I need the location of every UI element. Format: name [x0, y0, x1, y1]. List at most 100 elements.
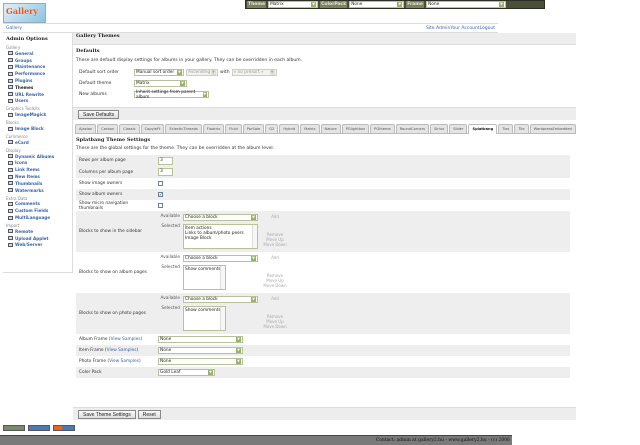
presort-select[interactable]: « no presort » ▼ — [231, 69, 277, 76]
sort-direction-select[interactable]: Ascending ▼ — [186, 69, 218, 76]
album-list-scrollbar[interactable] — [220, 266, 225, 289]
album-up-button[interactable]: Move Up — [266, 278, 284, 283]
validation-badge[interactable] — [3, 425, 25, 431]
tab-g2[interactable]: G2 — [265, 124, 279, 133]
translation-badge[interactable] — [28, 425, 50, 431]
list-item[interactable]: Show comments — [185, 308, 221, 313]
tab-ajaxian[interactable]: Ajaxian — [75, 124, 97, 133]
columns-input[interactable]: 3 — [158, 168, 173, 176]
sidebar-add-button[interactable]: Add — [271, 214, 279, 219]
sidebar-item-watermarks[interactable]: Watermarks — [6, 187, 69, 194]
tab-matrix[interactable]: Matrix — [300, 124, 320, 133]
sort-order-select[interactable]: Manual sort order ▼ — [134, 69, 184, 76]
tab-floatrix[interactable]: Floatrix — [202, 124, 225, 133]
album-frame-select[interactable]: None ▼ — [158, 336, 243, 343]
default-theme-select[interactable]: Matrix ▼ — [134, 80, 187, 87]
tab-roundcorners[interactable]: RoundCorners — [395, 124, 430, 133]
sidebar-list-scrollbar[interactable] — [252, 225, 257, 248]
sidebar-item-custom-fields[interactable]: Custom Fields — [6, 207, 69, 214]
save-defaults-button[interactable]: Save Defaults — [78, 109, 120, 119]
sidebar-item-maintenance[interactable]: Maintenance — [6, 64, 69, 71]
save-theme-settings-button[interactable]: Save Theme Settings — [78, 409, 136, 419]
tab-carbon[interactable]: Carbon — [97, 124, 119, 133]
sidebar-item-dynamic-albums[interactable]: Dynamic Albums — [6, 153, 69, 160]
item-frame-select[interactable]: None ▼ — [158, 347, 243, 354]
sidebar-item-plugins[interactable]: Plugins — [6, 77, 69, 84]
tab-hybrid[interactable]: Hybrid — [279, 124, 300, 133]
photo-add-button[interactable]: Add — [271, 296, 279, 301]
list-item[interactable]: Item actions — [185, 226, 212, 231]
sidebar-item-ecard[interactable]: eCard — [6, 139, 69, 146]
sidebar-item-performance[interactable]: Performance — [6, 70, 69, 77]
sidebar-item-thumbnails[interactable]: Thumbnails — [6, 180, 69, 187]
album-frame-samples-link[interactable]: View Samples — [110, 337, 141, 342]
sidebar-item-image-block[interactable]: Image Block — [6, 125, 69, 132]
tab-nature[interactable]: Nature — [320, 124, 341, 133]
photo-frame-samples-link[interactable]: View Samples — [109, 359, 139, 364]
photo-selected-list[interactable]: Show comments — [183, 306, 226, 331]
photo-up-button[interactable]: Move Up — [266, 319, 284, 324]
sidebar-item-users[interactable]: Users — [6, 98, 69, 105]
album-owners-checkbox[interactable]: ✔ — [158, 192, 163, 197]
list-item[interactable]: Links to album/photo peers — [185, 231, 244, 236]
tab-wordpressembedded[interactable]: WordpressEmbedded — [529, 124, 576, 133]
new-albums-select[interactable]: Inherit settings from parent album ▼ — [134, 90, 209, 100]
tab-tias[interactable]: Tias — [498, 124, 514, 133]
frame-select[interactable]: None ▼ — [426, 1, 506, 8]
site-admin-link[interactable]: Site Admin — [425, 25, 451, 31]
list-item[interactable]: Show comments — [185, 267, 221, 272]
sidebar-item-remote[interactable]: Remote — [6, 228, 69, 235]
photo-list-scrollbar[interactable] — [220, 307, 225, 330]
tab-siriux[interactable]: Siriux — [430, 124, 449, 133]
tab-slider[interactable]: Slider — [449, 124, 468, 133]
colorpack-setting-select[interactable]: Gold Leaf ▼ — [158, 369, 215, 376]
tab-pglightbox[interactable]: PGlightbox — [341, 124, 370, 133]
sidebar-item-multilanguage[interactable]: MultiLanguage — [6, 214, 69, 221]
tab-copyleft[interactable]: CopyleFt — [140, 124, 165, 133]
gallery-help-badge[interactable] — [53, 425, 75, 431]
theme-select[interactable]: Matrix ▼ — [268, 1, 319, 8]
photo-down-button[interactable]: Move Down — [263, 324, 287, 329]
reset-button[interactable]: Reset — [137, 409, 161, 419]
sidebar-item-themes[interactable]: Themes — [6, 84, 69, 91]
sidebar-item-icons[interactable]: Icons — [6, 160, 69, 167]
sidebar-item-imagemagick[interactable]: ImageMagick — [6, 111, 69, 118]
tab-classic[interactable]: Classic — [119, 124, 140, 133]
tab-fluid[interactable]: Fluid — [225, 124, 242, 133]
tab-pgtheme[interactable]: PGtheme — [370, 124, 395, 133]
sidebar-item-new-items[interactable]: New Items — [6, 173, 69, 180]
sidebar-available-select[interactable]: Choose a block ▼ — [183, 214, 258, 221]
sidebar-selected-list[interactable]: Item actions Links to album/photo peers Im… — [183, 224, 258, 249]
sidebar-down-button[interactable]: Move Down — [263, 242, 287, 247]
album-available-select[interactable]: Choose a block ▼ — [183, 255, 258, 262]
tab-porsale[interactable]: PorSale — [242, 124, 265, 133]
image-owners-checkbox[interactable] — [158, 181, 163, 186]
sidebar-item-general[interactable]: General — [6, 50, 69, 57]
gallery-logo[interactable]: Gallery — [3, 3, 46, 23]
album-add-button[interactable]: Add — [271, 255, 279, 260]
logout-link[interactable]: Logout — [479, 25, 495, 31]
list-item[interactable]: Image Block — [185, 236, 212, 241]
rows-input[interactable]: 3 — [158, 156, 173, 165]
album-down-button[interactable]: Move Down — [263, 283, 287, 288]
album-remove-button[interactable]: Remove — [266, 273, 284, 278]
photo-remove-button[interactable]: Remove — [266, 314, 284, 319]
sidebar-item-link-items[interactable]: Link Items — [6, 166, 69, 173]
sidebar-item-web-server[interactable]: Web/Server — [6, 242, 69, 249]
photo-available-select[interactable]: Choose a block ▼ — [183, 296, 258, 303]
tab-splatbang[interactable]: Splatbang — [468, 124, 498, 134]
tab-tile[interactable]: Tile — [514, 124, 529, 133]
item-frame-samples-link[interactable]: View Samples — [106, 348, 137, 353]
photo-frame-select[interactable]: None ▼ — [158, 358, 243, 365]
sidebar-item-url-rewrite[interactable]: URL Rewrite — [6, 91, 69, 98]
sidebar-item-comments[interactable]: Comments — [6, 201, 69, 208]
sidebar-item-groups[interactable]: Groups — [6, 57, 69, 64]
album-selected-list[interactable]: Show comments — [183, 265, 226, 290]
tab-eclecticthreads[interactable]: EclecticThreads — [165, 124, 202, 133]
colorpack-select[interactable]: None ▼ — [349, 1, 405, 8]
micro-nav-checkbox[interactable] — [158, 203, 163, 208]
sidebar-remove-button[interactable]: Remove — [266, 232, 284, 237]
sidebar-item-upload-applet[interactable]: Upload Applet — [6, 235, 69, 242]
breadcrumb-gallery[interactable]: Gallery — [6, 25, 23, 31]
your-account-link[interactable]: Your Account — [450, 25, 480, 31]
